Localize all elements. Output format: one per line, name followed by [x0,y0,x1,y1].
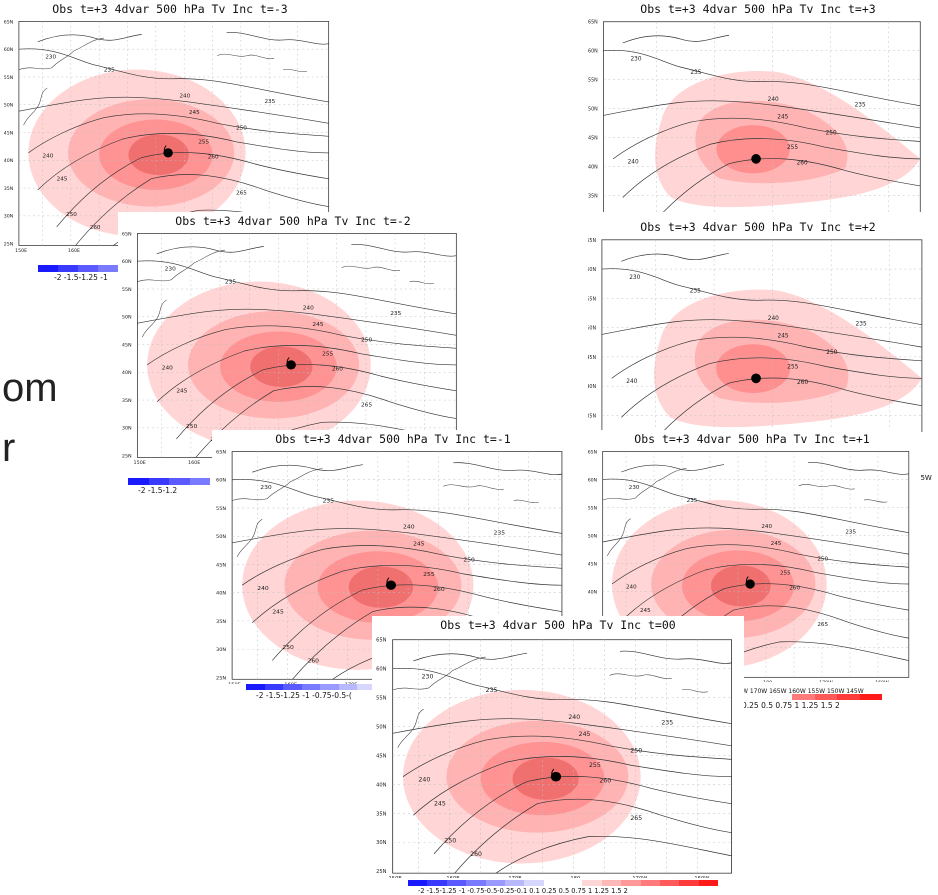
map-figure [588,19,921,212]
panel-title: Obs t=+3 4dvar 500 hPa Tv Inc t=00 [440,618,676,632]
colorbar-fragment-right [792,694,882,700]
colorbar [128,478,210,485]
panel-title: Obs t=+3 4dvar 500 hPa Tv Inc t=+2 [640,220,876,234]
colorbar-swatch [621,880,641,886]
colorbar-labels: -2 -1.5-1.25 -1 [54,273,108,282]
panel-title: Obs t=+3 4dvar 500 hPa Tv Inc t=+3 [640,2,876,16]
colorbar-swatch [601,880,622,886]
colorbar-swatch [640,880,660,886]
colorbar-swatch [659,880,680,886]
colorbar-labels: -2 -1.5-1.2 [138,486,178,495]
colorbar-swatch [427,880,447,886]
colorbar-swatch [679,880,699,886]
colorbar [246,684,377,690]
colorbar-labels: -2 -1.5-1.25 -1 -0.75-0.5-( [256,691,352,700]
panel-t-00: Obs t=+3 4dvar 500 hPa Tv Inc t=00 -2 -1… [372,616,744,895]
colorbar-fragment-right-labels: 0.25 0.5 0.75 1 1.25 1.5 2 [742,701,840,710]
map-figure [588,237,923,432]
panel-title: Obs t=+3 4dvar 500 hPa Tv Inc t=-3 [52,2,288,16]
colorbar-swatch [504,880,525,886]
panel-t-plus-2: Obs t=+3 4dvar 500 hPa Tv Inc t=+2 [588,218,928,433]
map-figure [375,637,733,878]
colorbar-swatch [698,880,718,886]
right-axis-fragment: 45W [916,474,932,482]
panel-title: Obs t=+3 4dvar 500 hPa Tv Inc t=-1 [275,432,511,446]
colorbar-swatch [543,880,563,886]
colorbar-swatch [446,880,467,886]
slide-text-fragment-2: r [2,426,16,470]
colorbar-labels: -2 -1.5-1.25 -1 -0.75-0.5-0.25-0.1 0.1 0… [418,887,628,895]
panel-t-plus-3: Obs t=+3 4dvar 500 hPa Tv Inc t=+3 [588,0,928,212]
colorbar-swatch [524,880,544,886]
colorbar-swatch [466,880,486,886]
colorbar-swatch [563,880,583,886]
right-axis-bottom-fragment: W 170W 165W 160W 155W 150W 145W [742,688,864,695]
colorbar-swatch [485,880,505,886]
panel-title: Obs t=+3 4dvar 500 hPa Tv Inc t=-2 [175,214,411,228]
colorbar [408,880,718,886]
slide-text-fragment-1: om [2,366,58,410]
panel-title: Obs t=+3 4dvar 500 hPa Tv Inc t=+1 [634,432,870,446]
colorbar-swatch [408,880,428,886]
colorbar-swatch [582,880,602,886]
